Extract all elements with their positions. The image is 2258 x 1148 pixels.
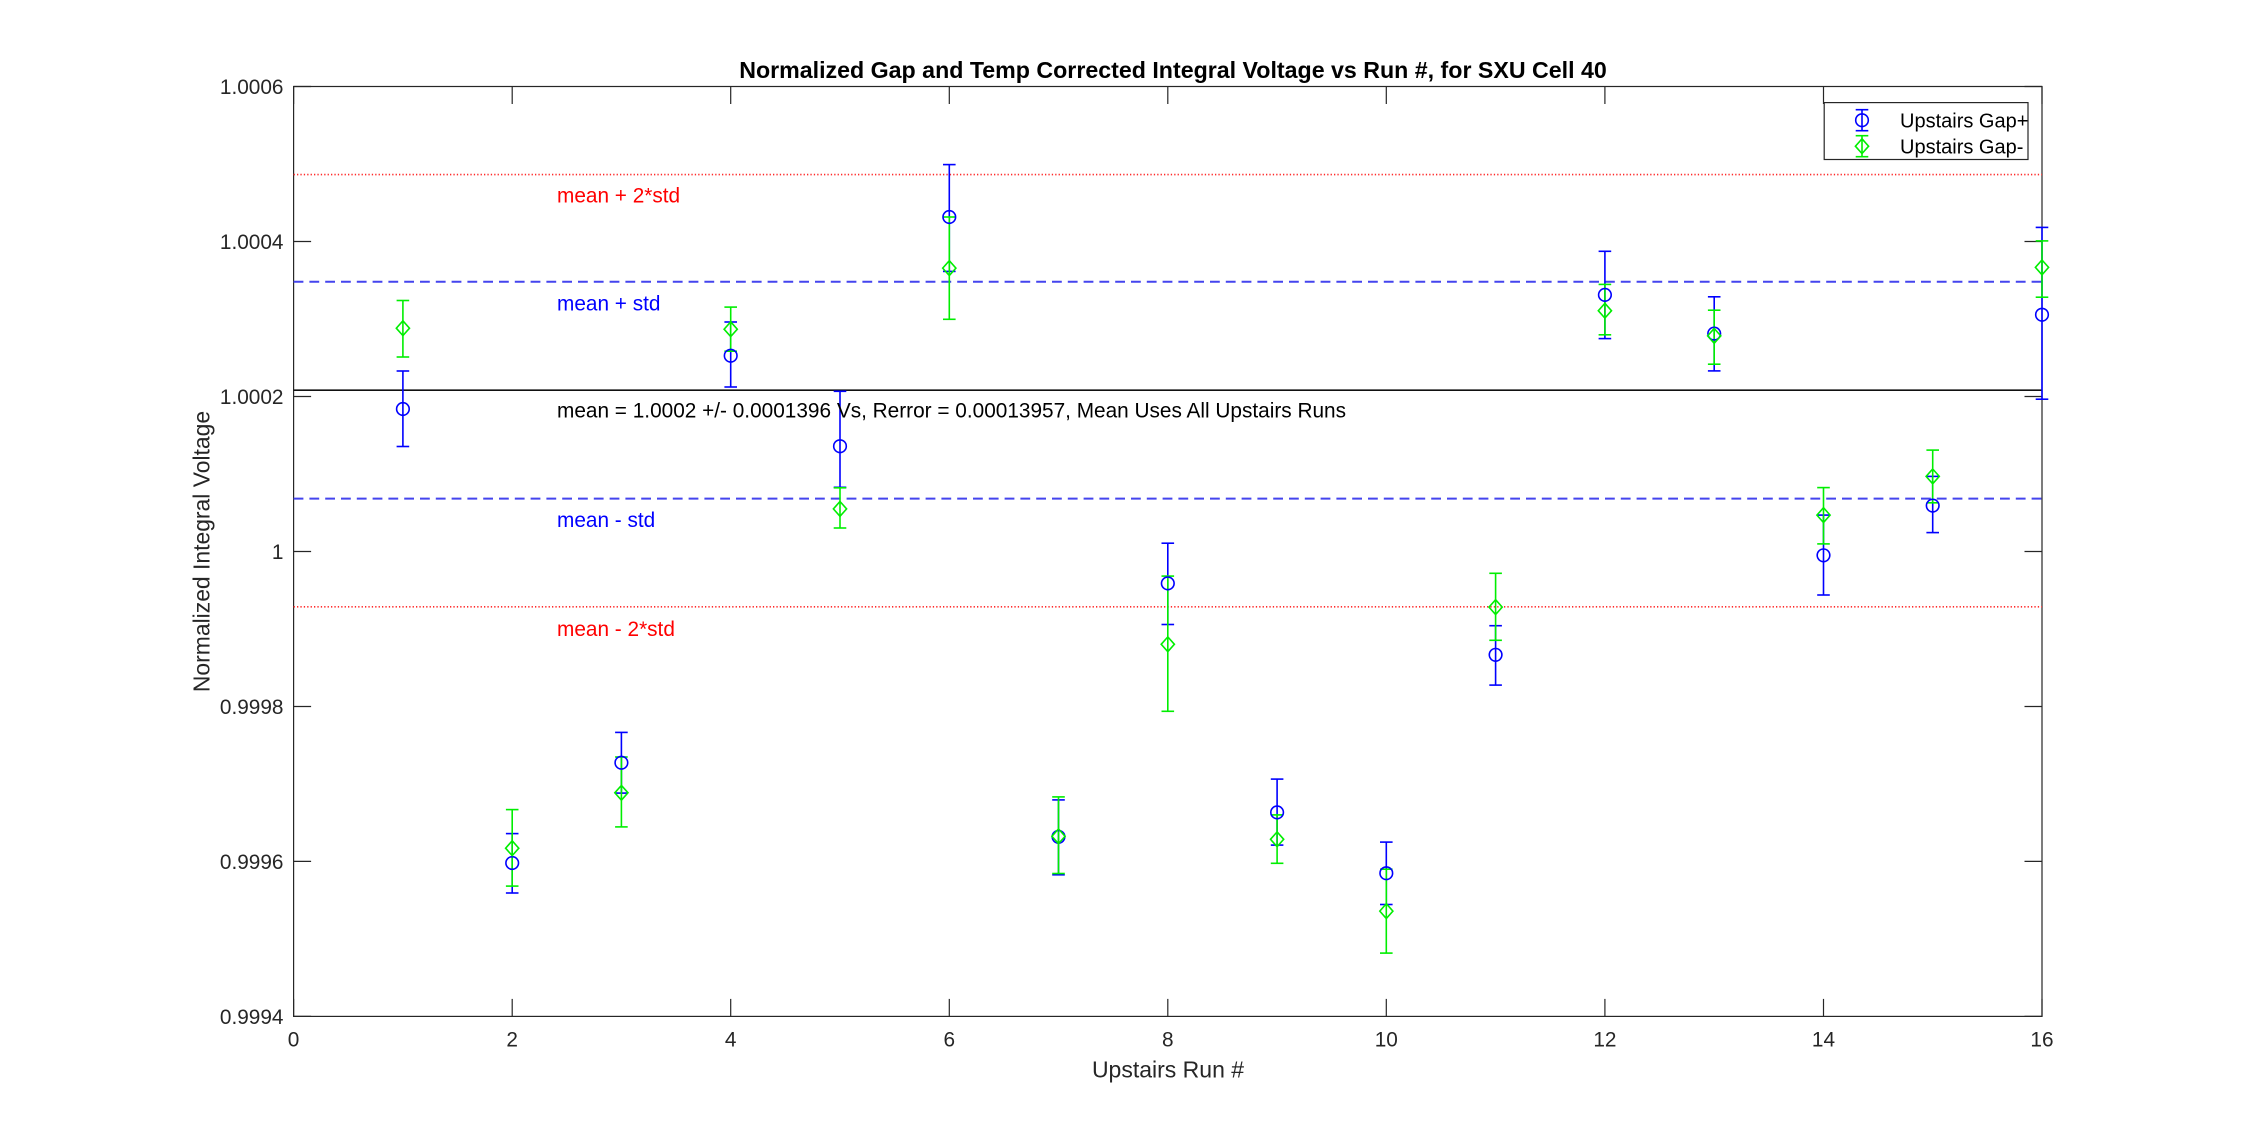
svg-text:Upstairs Gap+: Upstairs Gap+ (1900, 110, 2028, 132)
svg-text:14: 14 (1812, 1029, 1835, 1052)
svg-text:6: 6 (944, 1029, 956, 1052)
svg-text:Normalized Integral Voltage: Normalized Integral Voltage (189, 411, 215, 692)
svg-text:0: 0 (288, 1029, 300, 1052)
svg-text:Normalized Gap and Temp Correc: Normalized Gap and Temp Corrected Integr… (739, 57, 1607, 83)
svg-text:1.0002: 1.0002 (220, 386, 284, 409)
svg-text:Upstairs Gap-: Upstairs Gap- (1900, 136, 2023, 158)
svg-text:4: 4 (725, 1029, 737, 1052)
svg-text:1.0006: 1.0006 (220, 76, 284, 99)
svg-text:10: 10 (1375, 1029, 1398, 1052)
svg-text:0.9998: 0.9998 (220, 696, 284, 719)
svg-text:0.9996: 0.9996 (220, 851, 284, 874)
svg-text:0.9994: 0.9994 (220, 1006, 284, 1029)
svg-text:16: 16 (2030, 1029, 2053, 1052)
svg-text:1: 1 (272, 541, 284, 564)
svg-text:mean + std: mean + std (557, 293, 660, 316)
svg-text:Upstairs Run #: Upstairs Run # (1092, 1057, 1244, 1083)
svg-text:2: 2 (506, 1029, 518, 1052)
svg-text:8: 8 (1162, 1029, 1174, 1052)
svg-text:mean + 2*std: mean + 2*std (557, 185, 680, 208)
svg-text:mean - std: mean - std (557, 509, 655, 532)
svg-text:12: 12 (1593, 1029, 1616, 1052)
svg-text:mean = 1.0002 +/- 0.0001396 Vs: mean = 1.0002 +/- 0.0001396 Vs, Rerror =… (557, 400, 1346, 423)
svg-text:mean - 2*std: mean - 2*std (557, 618, 675, 641)
svg-text:1.0004: 1.0004 (220, 231, 284, 254)
